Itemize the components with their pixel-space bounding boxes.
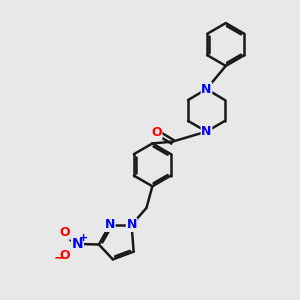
Text: N: N xyxy=(201,82,212,96)
Text: O: O xyxy=(151,126,162,139)
Text: N: N xyxy=(126,218,137,231)
Text: −: − xyxy=(53,250,65,265)
Text: N: N xyxy=(105,218,115,231)
Text: N: N xyxy=(201,125,212,138)
Text: +: + xyxy=(79,233,88,243)
Text: O: O xyxy=(60,249,70,262)
Text: O: O xyxy=(60,226,70,239)
Text: N: N xyxy=(72,237,83,251)
